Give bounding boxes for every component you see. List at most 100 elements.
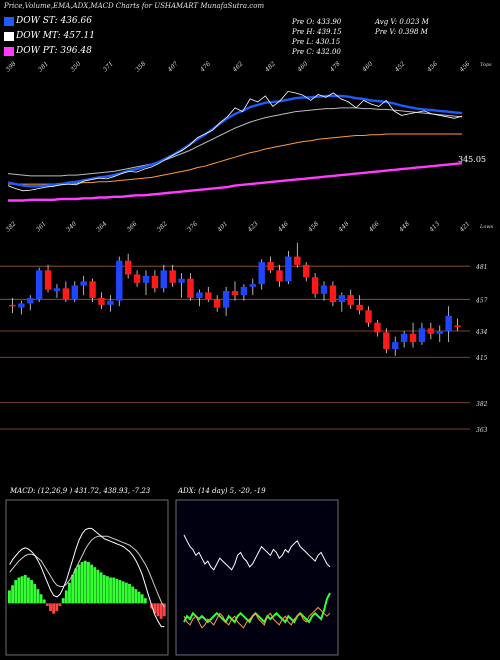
candle-body [356, 304, 363, 311]
macd-histogram-bar [93, 567, 97, 604]
macd-histogram-bar [87, 562, 90, 604]
candle-body [427, 328, 435, 334]
lows-label: 340 [65, 220, 78, 233]
macd-histogram-bar [162, 603, 166, 617]
ema-long-line [8, 133, 462, 185]
candle-body [303, 264, 310, 278]
price-tick-label: 481 [475, 264, 487, 271]
tops-label: 358 [134, 60, 147, 73]
price-line [7, 90, 463, 192]
legend-mt: DOW MT: 457.11 [16, 31, 95, 41]
macd-histogram-bar [109, 577, 112, 604]
tops-label: 460 [296, 60, 310, 74]
tops-label: 452 [393, 60, 407, 74]
macd-histogram-bar [99, 572, 103, 604]
adx-di-minus-line [183, 592, 331, 624]
lows-label: 401 [216, 220, 230, 234]
candle-body [445, 315, 452, 332]
price-tick-label: 457 [475, 297, 488, 304]
lows-label: 458 [306, 220, 320, 234]
macd-histogram-bar [115, 578, 119, 604]
candle-body [89, 281, 96, 298]
macd-histogram-bar [156, 603, 160, 617]
lows-label: 446 [276, 220, 290, 234]
price-tick-label: 434 [475, 329, 488, 336]
macd-histogram-bar [30, 580, 33, 604]
macd-histogram-bar [143, 598, 147, 604]
candle-body [9, 304, 16, 307]
macd-histogram-bar [36, 589, 40, 604]
macd-histogram-bar [112, 577, 116, 604]
tops-label: 462 [231, 60, 245, 74]
candle-body [374, 322, 381, 333]
macd-histogram-bar [61, 598, 65, 604]
stat-avg-volume: Avg V: 0.023 M [375, 18, 429, 26]
candle-body [53, 288, 61, 292]
macd-histogram-bar [90, 564, 94, 604]
macd-histogram-bar [153, 603, 157, 614]
price-tick-label: 363 [476, 427, 488, 434]
ema-pt-line [8, 162, 463, 202]
macd-histogram-bar [42, 599, 46, 604]
lows-label: 364 [95, 220, 108, 233]
macd-histogram-bar [80, 562, 84, 604]
chart-title: Price,Volume,EMA,ADX,MACD Charts for USH… [4, 2, 265, 10]
candle-body [436, 331, 443, 334]
macd-histogram-bar [121, 581, 125, 604]
macd-histogram-bar [64, 590, 68, 604]
candle-body [392, 342, 399, 349]
macd-histogram-bar [68, 582, 71, 604]
lows-label: 382 [156, 220, 169, 233]
macd-histogram-bar [74, 568, 78, 604]
candle-body [454, 325, 461, 328]
tops-label: 456 [425, 60, 439, 74]
candle-body [44, 270, 52, 290]
candle-body [338, 295, 346, 303]
stat-pre-close: Pre C: 432.00 [292, 48, 341, 56]
macd-histogram-bar [140, 594, 144, 604]
tops-label: 460 [360, 60, 374, 74]
lows-label: 361 [35, 220, 48, 233]
candle-body [27, 297, 34, 304]
candle-body [267, 262, 274, 271]
candle-body [187, 278, 194, 298]
macd-line [9, 527, 165, 628]
candle-body [71, 285, 78, 300]
lows-label: 366 [126, 220, 139, 233]
lows-label: 448 [397, 220, 411, 234]
stat-pre-high: Pre H: 439.15 [292, 28, 342, 36]
candle-body [62, 288, 70, 300]
macd-title: MACD: (12,26,9 ) 431.72, 438.93, -7.23 [9, 487, 151, 495]
price-tick-label: 415 [475, 355, 488, 362]
candle-body [409, 333, 417, 343]
lows-corner-label: Lows [479, 224, 494, 230]
lows-label: 448 [337, 220, 351, 234]
legend-swatch-st [4, 17, 14, 26]
candle-body [311, 277, 319, 294]
legend-swatch-mt [4, 32, 14, 41]
tops-label: 476 [198, 60, 212, 74]
macd-histogram-bar [8, 590, 11, 604]
macd-histogram-bar [105, 576, 109, 604]
candle-body [80, 281, 87, 286]
candle-body [98, 297, 105, 305]
candle-body [196, 292, 203, 298]
macd-histogram-bar [159, 603, 163, 619]
candle-body [329, 285, 337, 303]
macd-histogram-bar [102, 574, 106, 604]
adx-di-plus-line [183, 534, 331, 571]
candle-body [418, 328, 426, 343]
candle-body [285, 256, 292, 282]
ema-mid-line [7, 107, 463, 177]
tops-label: 381 [37, 60, 50, 73]
candle-body [222, 291, 230, 308]
candle-body [205, 292, 212, 300]
tops-label: 478 [328, 60, 342, 74]
candle-body [383, 332, 390, 349]
macd-histogram-bar [124, 582, 128, 604]
price-tick-label: 382 [476, 401, 488, 408]
stat-pre-low: Pre L: 430.15 [292, 38, 341, 46]
candle-body [133, 274, 141, 283]
candle-body [294, 256, 301, 265]
candle-body [18, 303, 25, 308]
